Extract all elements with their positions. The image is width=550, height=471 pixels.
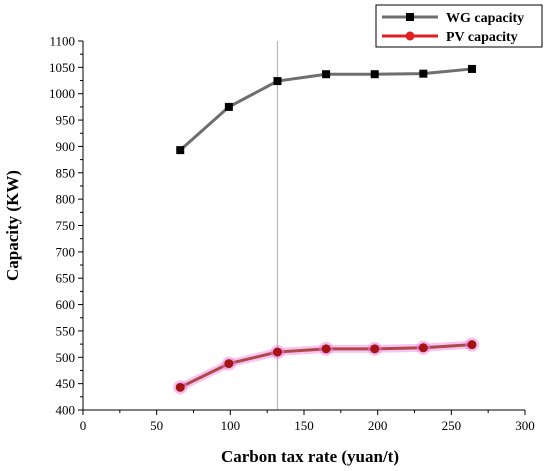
legend-item-wg: WG capacity <box>382 11 524 26</box>
y-tick-label: 1050 <box>49 60 75 75</box>
legend-marker-wg <box>406 13 414 21</box>
y-tick-label: 450 <box>56 376 76 391</box>
data-point-wg <box>322 70 331 79</box>
y-tick-label: 500 <box>56 350 76 365</box>
y-tick-label: 950 <box>56 113 76 128</box>
x-tick-label: 150 <box>294 418 314 433</box>
y-tick-label: 550 <box>56 323 76 338</box>
series-line-wg <box>179 67 473 152</box>
legend-item-pv: PV capacity <box>382 30 518 45</box>
data-point-pv <box>224 359 234 369</box>
y-tick-label: 600 <box>56 297 76 312</box>
data-point-wg <box>370 70 379 79</box>
legend-label-pv: PV capacity <box>446 30 518 45</box>
data-point-wg <box>419 69 428 78</box>
x-tick-label: 300 <box>515 418 535 433</box>
y-axis-title: Capacity (KW) <box>3 170 22 281</box>
x-tick-label: 50 <box>150 418 163 433</box>
legend-marker-pv <box>405 31 415 41</box>
legend-box <box>375 4 543 48</box>
x-tick-label: 0 <box>80 418 87 433</box>
plot-area <box>173 41 479 410</box>
x-tick-label: 250 <box>442 418 462 433</box>
y-tick-label: 800 <box>56 192 76 207</box>
y-tick-label: 750 <box>56 218 76 233</box>
data-point-pv <box>467 340 477 350</box>
data-point-wg <box>224 102 233 111</box>
data-point-wg <box>467 64 476 73</box>
y-tick-label: 850 <box>56 165 76 180</box>
y-tick-label: 650 <box>56 271 76 286</box>
x-tick-label: 200 <box>368 418 388 433</box>
legend-label-wg: WG capacity <box>446 11 524 26</box>
y-tick-label: 400 <box>56 403 76 418</box>
y-tick-label: 1100 <box>49 34 75 49</box>
axes: 0 50 100 150 200 250 300 400 450 500 550 600 650 700… <box>49 34 535 434</box>
y-tick-label: 1000 <box>49 86 75 101</box>
data-point-pv <box>321 344 331 354</box>
y-axis-ticks: 400 450 500 550 600 650 700 750 800 850 900 950 1000… <box>49 34 83 418</box>
x-tick-label: 100 <box>221 418 241 433</box>
x-axis-title: Carbon tax rate (yuan/t) <box>221 447 399 466</box>
y-tick-label: 900 <box>56 139 76 154</box>
data-point-wg <box>176 146 185 155</box>
data-point-wg <box>273 77 282 86</box>
x-axis-ticks: 0 50 100 150 200 250 300 <box>80 410 535 433</box>
data-point-pv <box>175 382 185 392</box>
legend: WG capacity PV capacity <box>375 4 543 48</box>
data-point-pv <box>370 344 380 354</box>
y-tick-label: 700 <box>56 244 76 259</box>
data-point-pv <box>418 343 428 353</box>
data-point-pv <box>272 347 282 357</box>
